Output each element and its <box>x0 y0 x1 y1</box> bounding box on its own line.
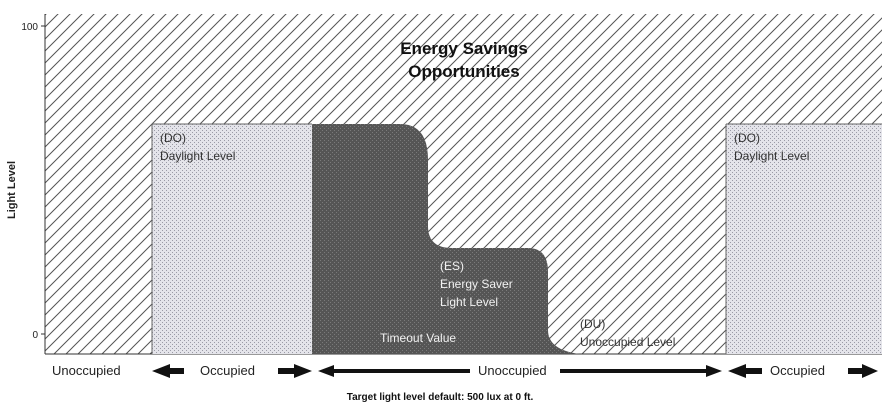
timeout-label: Timeout Value <box>380 331 456 345</box>
arrow-right-unoccupied-2 <box>560 365 722 377</box>
energy-saver-label-line1: Energy Saver <box>440 277 513 291</box>
daylight-left-label: Daylight Level <box>160 149 235 163</box>
arrow-left-occupied-2 <box>728 364 762 378</box>
energy-saver-code: (ES) <box>440 259 464 273</box>
unoccupied-level-label: Unoccupied Level <box>580 335 675 349</box>
span-unoccupied-2: Unoccupied <box>478 363 547 378</box>
energy-saver-region <box>312 124 580 354</box>
arrow-right-occupied-1 <box>278 364 312 378</box>
arrow-right-occupied-2 <box>848 364 878 378</box>
unoccupied-level-code: (DU) <box>580 317 605 331</box>
diagram-title-line2: Opportunities <box>408 62 519 81</box>
footer-note: Target light level default: 500 lux at 0… <box>347 392 534 403</box>
y-min-label: 0 <box>32 330 38 341</box>
daylight-right-label: Daylight Level <box>734 149 809 163</box>
y-max-label: 100 <box>21 22 38 33</box>
span-unoccupied-1: Unoccupied <box>52 363 121 378</box>
daylight-region-left <box>152 124 312 354</box>
arrow-left-unoccupied-2 <box>318 365 470 377</box>
y-axis-label: Light Level <box>6 161 18 219</box>
diagram-title-line1: Energy Savings <box>400 39 528 58</box>
arrow-left-occupied-1 <box>152 364 184 378</box>
daylight-left-code: (DO) <box>160 131 186 145</box>
span-occupied-1: Occupied <box>200 363 255 378</box>
daylight-right-code: (DO) <box>734 131 760 145</box>
energy-saver-label-line2: Light Level <box>440 295 498 309</box>
daylight-region-right <box>726 124 882 354</box>
span-occupied-2: Occupied <box>770 363 825 378</box>
